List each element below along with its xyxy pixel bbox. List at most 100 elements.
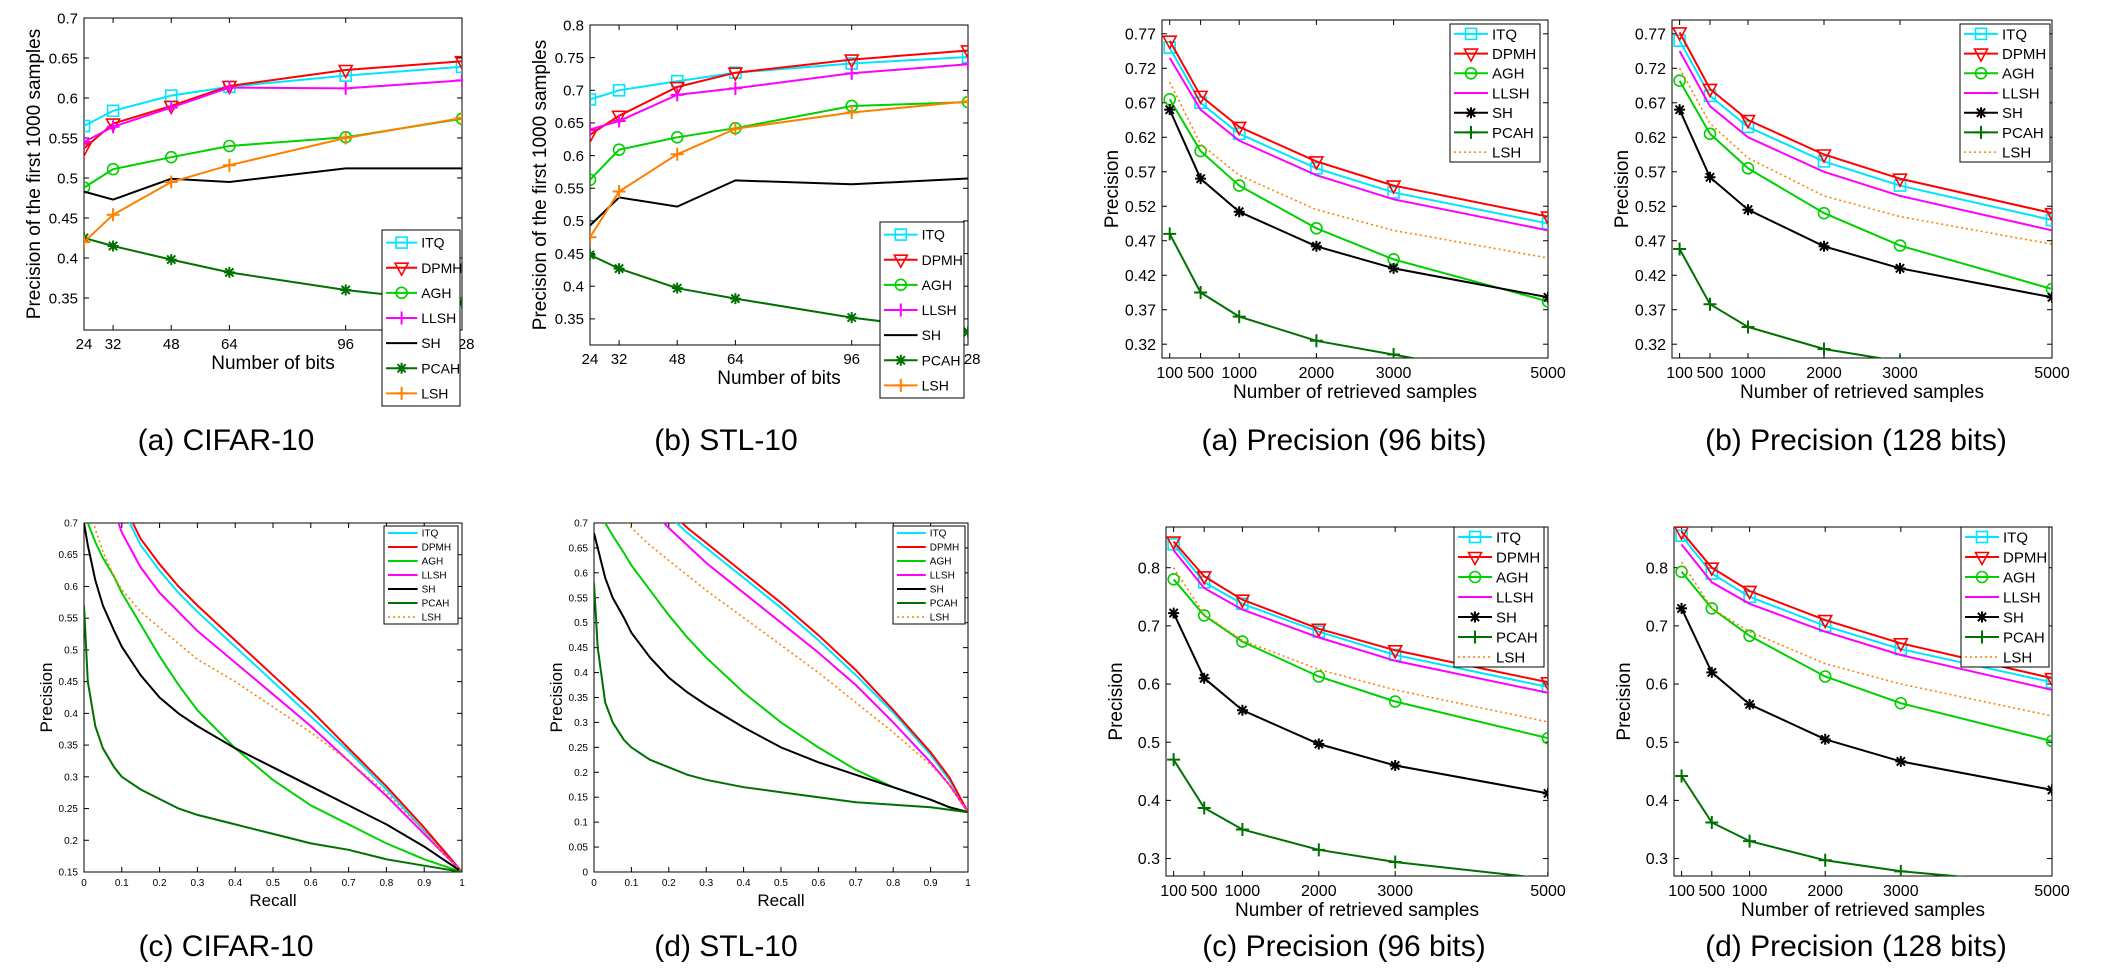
legend-label-pcah: PCAH xyxy=(422,599,450,610)
legend-label-pcah: PCAH xyxy=(421,360,460,376)
x-tick-label: 0.3 xyxy=(190,878,204,889)
x-tick-label: 64 xyxy=(221,336,238,353)
x-tick-label: 100 xyxy=(1160,883,1187,900)
x-tick-label: 0.7 xyxy=(849,878,863,889)
data-point-sh xyxy=(1542,291,1548,303)
data-point-lsh xyxy=(961,94,968,108)
x-tick-label: 0 xyxy=(591,878,597,889)
x-tick-label: 0.6 xyxy=(304,878,318,889)
caption: (c) CIFAR-10 xyxy=(138,930,313,963)
data-point-pcah xyxy=(590,249,596,261)
series-line-lsh xyxy=(1168,81,1548,259)
y-tick-label: 0.6 xyxy=(1138,677,1160,694)
data-point-llsh xyxy=(845,66,859,80)
data-point-llsh xyxy=(339,81,353,95)
y-tick-label: 0.7 xyxy=(64,519,78,530)
data-point-dpmh xyxy=(1162,35,1178,50)
data-point-sh xyxy=(1744,698,1756,710)
legend-marker-itq xyxy=(1464,27,1478,41)
caption: (b) STL-10 xyxy=(654,424,797,457)
legend-label-sh: SH xyxy=(922,327,941,343)
y-tick-label: 0.2 xyxy=(64,836,78,847)
data-point-dpmh xyxy=(1231,121,1248,137)
y-axis-label: Precision xyxy=(1102,150,1123,228)
legend-marker-agh xyxy=(1468,570,1482,584)
y-tick-label: 0.52 xyxy=(1635,199,1666,216)
y-tick-label: 0.4 xyxy=(1138,793,1160,810)
series-line-dpmh xyxy=(680,523,968,813)
y-tick-label: 0.62 xyxy=(1125,130,1156,147)
caption: (d) STL-10 xyxy=(654,930,797,963)
data-point-dpmh xyxy=(337,64,354,80)
legend-label-pcah: PCAH xyxy=(1496,629,1538,646)
x-tick-label: 0.7 xyxy=(342,878,356,889)
series-group xyxy=(1166,536,1548,876)
y-tick-label: 0.45 xyxy=(49,210,78,227)
data-point-pcah xyxy=(107,240,119,252)
series-line-lsh xyxy=(1172,567,1548,723)
data-point-llsh xyxy=(670,88,684,102)
data-point-agh xyxy=(84,181,91,194)
series-line-agh xyxy=(1678,80,2052,290)
data-point-sh xyxy=(1389,759,1401,771)
x-axis-label: Number of retrieved samples xyxy=(1740,382,1984,403)
x-tick-label: 500 xyxy=(1697,365,1724,382)
data-point-lsh xyxy=(84,235,91,249)
legend-marker-dpmh xyxy=(393,262,410,277)
x-axis-label: Number of bits xyxy=(717,368,841,389)
x-axis-label: Recall xyxy=(249,891,296,910)
x-tick-label: 24 xyxy=(76,336,93,353)
legend-marker-llsh xyxy=(395,311,409,325)
series-line-itq xyxy=(128,523,462,872)
legend: ITQ DPMH AGH LLSH SH PCAH LSH xyxy=(892,525,966,625)
legend-label-llsh: LLSH xyxy=(930,571,955,582)
legend-label-dpmh: DPMH xyxy=(1496,549,1540,566)
series-line-pcah xyxy=(84,237,462,304)
data-point-itq xyxy=(1893,179,1907,192)
y-tick-label: 0.1 xyxy=(574,818,588,829)
data-point-dpmh xyxy=(1892,173,1908,188)
series-line-pcah xyxy=(1172,759,1531,876)
series-line-llsh xyxy=(1678,50,2052,232)
y-axis-label: Precision xyxy=(547,663,566,733)
legend-label-agh: AGH xyxy=(922,277,952,293)
legend: ITQ DPMH AGH LLSH SH PCAH LSH xyxy=(1449,23,1541,163)
data-point-sh xyxy=(1198,672,1210,684)
data-point-lsh xyxy=(455,111,462,125)
y-tick-label: 0.5 xyxy=(57,170,78,187)
data-point-llsh xyxy=(84,135,91,149)
data-point-pcah xyxy=(671,282,683,294)
legend-marker-itq xyxy=(1974,27,1988,41)
x-tick-label: 3000 xyxy=(1883,883,1919,900)
y-tick-label: 0.42 xyxy=(1125,268,1156,285)
x-tick-label: 0.8 xyxy=(379,878,393,889)
x-tick-label: 48 xyxy=(669,351,686,368)
x-tick-label: 5000 xyxy=(1530,883,1566,900)
data-point-dpmh xyxy=(1387,645,1404,660)
data-point-itq xyxy=(1310,162,1323,175)
data-point-agh xyxy=(612,143,626,157)
series-line-sh xyxy=(1678,109,2052,299)
legend-label-dpmh: DPMH xyxy=(930,543,959,554)
data-point-dpmh xyxy=(611,110,627,125)
data-point-llsh xyxy=(612,114,626,128)
legend-label-llsh: LLSH xyxy=(2002,85,2040,102)
series-line-sh xyxy=(1168,109,1548,299)
data-point-agh xyxy=(1893,239,1907,252)
legend-marker-agh xyxy=(1974,66,1988,80)
data-point-sh xyxy=(1674,104,1686,116)
x-tick-label: 1000 xyxy=(1732,883,1768,900)
data-point-agh xyxy=(2045,282,2052,296)
data-point-sh xyxy=(1895,755,1907,767)
x-tick-label: 0.5 xyxy=(774,878,788,889)
series-line-lsh xyxy=(1680,561,2052,717)
y-tick-label: 0.32 xyxy=(1635,337,1666,354)
series-line-llsh xyxy=(117,523,462,872)
data-point-dpmh xyxy=(1192,90,1209,106)
data-point-pcah xyxy=(1673,242,1687,256)
y-tick-label: 0.2 xyxy=(574,768,588,779)
data-point-dpmh xyxy=(1740,114,1756,130)
data-point-sh xyxy=(1233,206,1245,218)
data-point-pcah xyxy=(165,254,177,266)
legend-marker-dpmh xyxy=(892,254,909,269)
